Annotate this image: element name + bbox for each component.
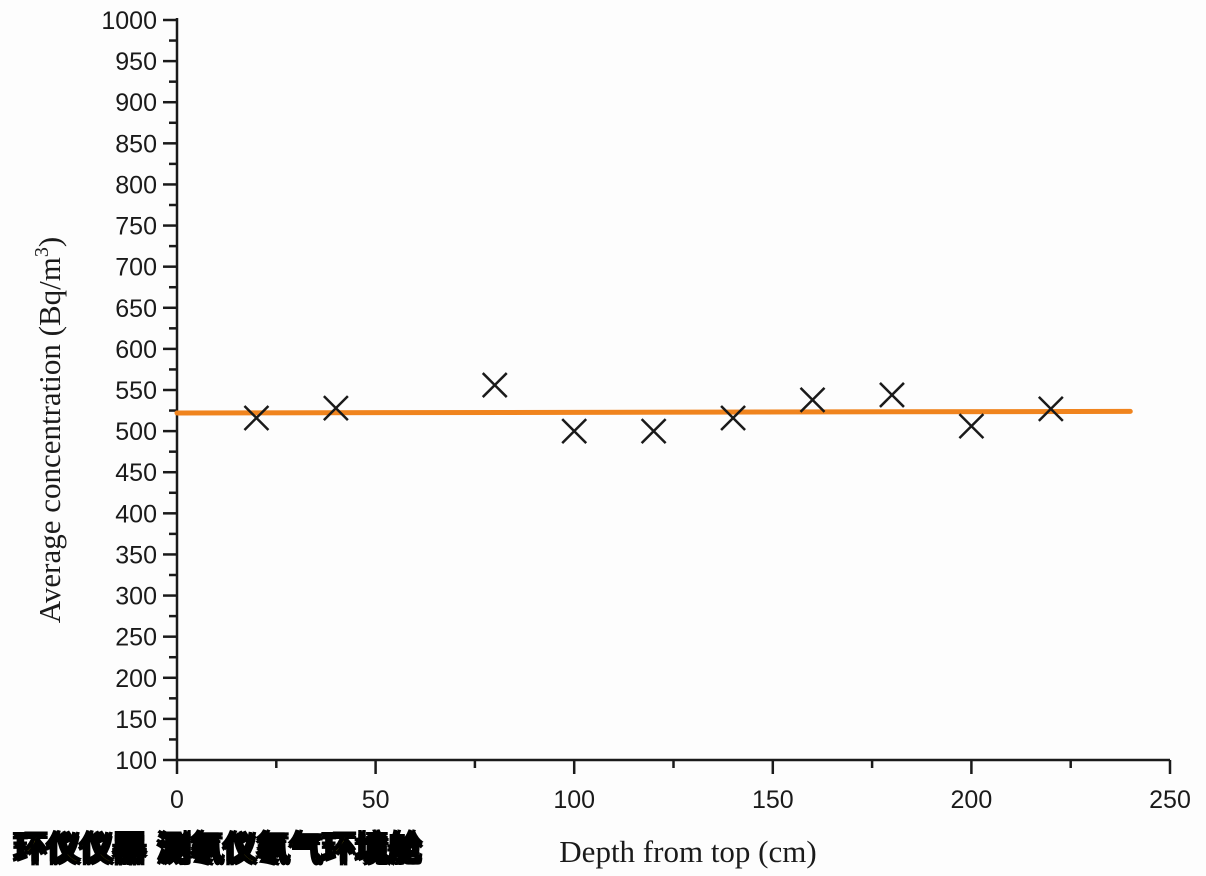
y-tick-label: 200 xyxy=(115,665,157,693)
data-point-x-marker xyxy=(720,405,746,431)
marker-stroke xyxy=(481,372,508,398)
y-tick-label: 800 xyxy=(115,171,157,199)
marker-stroke xyxy=(879,382,905,408)
marker-stroke xyxy=(799,386,826,413)
y-tick-label: 750 xyxy=(115,213,157,241)
data-point-x-marker xyxy=(958,413,985,440)
y-tick-label: 500 xyxy=(115,418,157,446)
marker-stroke xyxy=(243,405,270,431)
marker-stroke xyxy=(958,413,985,440)
y-tick-label: 1000 xyxy=(101,7,157,35)
y-tick-label: 150 xyxy=(115,706,157,734)
data-point-x-marker xyxy=(243,405,270,431)
marker-stroke xyxy=(322,395,349,421)
data-point-x-marker xyxy=(1037,396,1064,422)
data-point-x-marker xyxy=(640,418,667,444)
x-tick-label: 50 xyxy=(362,786,390,814)
y-tick-label: 400 xyxy=(115,500,157,528)
x-tick-label: 150 xyxy=(752,786,794,814)
y-tick-label: 300 xyxy=(115,583,157,611)
data-point-x-marker xyxy=(322,395,349,421)
y-tick-label: 700 xyxy=(115,254,157,282)
y-tick-label: 950 xyxy=(115,48,157,76)
data-point-x-marker xyxy=(799,386,826,413)
y-axis-title-main: Average concentration (Bq/m xyxy=(32,257,67,623)
y-tick-label: 100 xyxy=(115,747,157,775)
x-tick-label: 250 xyxy=(1149,786,1191,814)
x-tick-label: 0 xyxy=(170,786,184,814)
y-tick-label: 600 xyxy=(115,336,157,364)
y-tick-label: 650 xyxy=(115,295,157,323)
y-tick-label: 450 xyxy=(115,459,157,487)
y-axis-title-sup: 3 xyxy=(31,247,53,257)
data-point-x-marker xyxy=(481,372,508,398)
y-tick-label: 900 xyxy=(115,89,157,117)
marker-stroke xyxy=(1037,396,1064,422)
y-tick-label: 350 xyxy=(115,541,157,569)
axes: 0 50 100 150 200 250 100 150 200 250 300 350 400 450 5… xyxy=(101,7,1190,814)
data-marks xyxy=(174,372,1133,444)
x-tick-label: 100 xyxy=(553,786,595,814)
marker-stroke xyxy=(720,405,746,431)
y-axis-title-suffix: ) xyxy=(32,237,67,247)
watermark-text: 环仪仪器 测氡仪氡气环境舱 xyxy=(13,828,422,869)
y-tick-label: 550 xyxy=(115,377,157,405)
fit-line xyxy=(174,408,1133,416)
x-tick-label: 200 xyxy=(951,786,993,814)
y-tick-label: 250 xyxy=(115,624,157,652)
y-tick-label: 850 xyxy=(115,130,157,158)
y-axis-title: Average concentration (Bq/m3) xyxy=(31,237,67,623)
marker-stroke xyxy=(640,418,667,444)
x-axis-title: Depth from top (cm) xyxy=(559,834,816,869)
data-point-x-marker xyxy=(561,418,588,444)
data-point-x-marker xyxy=(879,382,905,408)
marker-stroke xyxy=(561,418,588,444)
